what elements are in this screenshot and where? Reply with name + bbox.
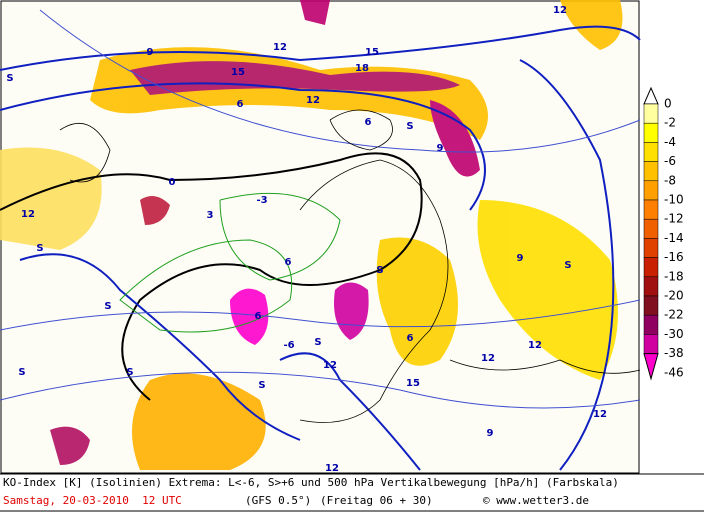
isoline-label: 6 (255, 311, 262, 322)
scale-segment (643, 122, 659, 143)
isolines (0, 9, 641, 471)
scale-segment (643, 334, 659, 354)
footer-run: (Freitag 06 + 30) (320, 494, 433, 507)
isoline-label: 15 (365, 47, 379, 58)
isoline-label: 15 (406, 378, 420, 389)
isoline-label: 12 (323, 360, 337, 371)
isoline-label: S (564, 260, 571, 271)
scale-label: -20 (664, 289, 684, 303)
scale-label: -30 (664, 327, 684, 341)
scale-label: -10 (664, 193, 684, 207)
isoline-label: S (258, 380, 265, 391)
scale-label: 0 (664, 97, 672, 111)
isoline-label: 12 (481, 353, 495, 364)
isoline-label: S (376, 265, 383, 276)
scale-label: -38 (664, 346, 684, 360)
scale-segment (643, 142, 659, 162)
isoline-label: 12 (528, 340, 542, 351)
isoline-label: 12 (593, 409, 607, 420)
footer-model: (GFS 0.5°) (245, 494, 311, 507)
isoline-label: 18 (355, 63, 369, 74)
scale-label: -16 (664, 250, 684, 264)
scale-segment (643, 295, 659, 316)
scale-segment (643, 161, 659, 182)
scale-label: -6 (664, 154, 676, 168)
isoline-label: 6 (285, 257, 292, 268)
isoline-label: 15 (231, 67, 245, 78)
isoline-label: 3 (207, 210, 214, 221)
footer-copyright: © www.wetter3.de (483, 494, 589, 507)
scale-segment (643, 103, 659, 124)
isoline-label: S (36, 243, 43, 254)
isoline-label: 9 (517, 253, 524, 264)
isoline-label: S (406, 121, 413, 132)
isoline-label: S (126, 367, 133, 378)
color-scale: 0 -2 -4 -6 -8 -10 -12 -14 -16 -18 -20 -22 -30 -38 -46 (643, 86, 684, 381)
scale-label: -2 (664, 116, 676, 130)
map: 12 9 12 15 18 15 12 6 9 6 S S S S 12 6 9 S S 6 12 S 12 12 15 12 9 S… (0, 0, 641, 474)
isoline-label: S (104, 301, 111, 312)
isoline-label: 12 (21, 209, 35, 220)
color-fields (0, 0, 623, 470)
footer-description: KO-Index [K] (Isolinien) Extrema: L<-6, … (3, 476, 619, 489)
scale-label: -46 (664, 365, 684, 379)
scale-label: -4 (664, 135, 676, 149)
scale-segment (643, 199, 659, 220)
isoline-label: 0 (169, 177, 176, 188)
isoline-label: 12 (325, 463, 339, 474)
isoline-label: 9 (487, 428, 494, 439)
scale-segment (643, 257, 659, 278)
isoline-label: 6 (407, 333, 414, 344)
isoline-label: 12 (273, 42, 287, 53)
scale-segment (643, 180, 659, 201)
scale-segment (643, 218, 659, 239)
isoline-label: 12 (553, 5, 567, 16)
isoline-label: 12 (306, 95, 320, 106)
scale-label: -12 (664, 212, 684, 226)
isoline-label: S (6, 73, 13, 84)
isoline-label: 9 (147, 47, 154, 58)
scale-label: -22 (664, 308, 684, 322)
scale-segment (643, 276, 659, 297)
isoline-label: S (18, 367, 25, 378)
scale-segment (643, 314, 659, 335)
scale-segment (643, 238, 659, 258)
isoline-labels: 12 9 12 15 18 15 12 6 9 6 S S S S 12 6 9 S S 6 12 S 12 12 15 12 9 S… (6, 5, 607, 474)
isoline-label: 6 (365, 117, 372, 128)
footer-date: Samstag, 20-03-2010 12 UTC (3, 494, 182, 507)
isoline-label: S (314, 337, 321, 348)
isoline-label: -3 (256, 195, 267, 206)
scale-label: -8 (664, 173, 676, 187)
coastlines (59, 109, 641, 423)
scale-label: -14 (664, 231, 684, 245)
scale-bottom (643, 353, 659, 381)
isoline-label: 9 (437, 143, 444, 154)
scale-label: -18 (664, 269, 684, 283)
isoline-label: -6 (283, 340, 294, 351)
isoline-label: 6 (237, 99, 244, 110)
